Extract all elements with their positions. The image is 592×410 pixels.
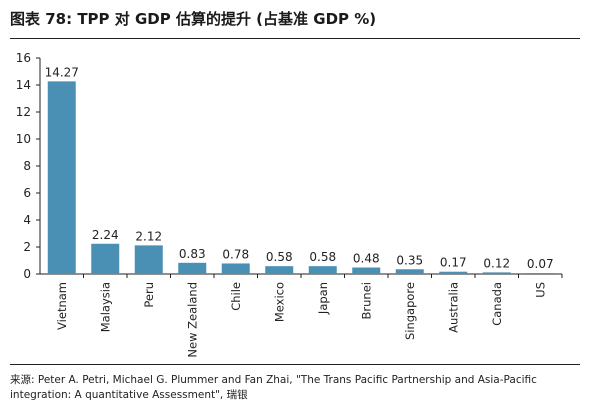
value-label: 2.24	[92, 228, 119, 242]
bar	[439, 271, 468, 274]
category-label: Australia	[446, 282, 460, 333]
value-label: 0.17	[440, 256, 467, 270]
bar	[265, 266, 294, 274]
bar	[47, 81, 76, 274]
y-tick-label: 6	[23, 186, 31, 200]
title-rule	[10, 38, 580, 39]
value-label: 0.58	[309, 250, 336, 264]
category-label: Peru	[142, 282, 156, 308]
y-tick-label: 8	[23, 159, 31, 173]
y-tick-label: 4	[23, 213, 31, 227]
bar	[221, 263, 250, 274]
value-label: 14.27	[45, 65, 79, 79]
category-label: Canada	[490, 282, 504, 326]
y-tick-label: 14	[16, 78, 31, 92]
bar	[91, 243, 120, 274]
source-note: 来源: Peter A. Petri, Michael G. Plummer a…	[10, 374, 537, 401]
bar	[134, 245, 163, 274]
category-label: New Zealand	[185, 282, 199, 358]
bar	[352, 267, 381, 274]
y-tick-label: 12	[16, 105, 31, 119]
category-label: Japan	[316, 282, 330, 315]
y-tick-label: 16	[16, 51, 31, 65]
category-label: Singapore	[403, 282, 417, 340]
chart-title: 图表 78: TPP 对 GDP 估算的提升 (占基准 GDP %)	[10, 10, 377, 28]
value-label: 0.12	[483, 256, 510, 270]
source-rule	[10, 364, 580, 365]
value-label: 2.12	[135, 229, 162, 243]
y-tick-label: 0	[23, 267, 31, 281]
value-label: 0.83	[179, 247, 206, 261]
y-tick-label: 10	[16, 132, 31, 146]
category-label: Vietnam	[55, 282, 69, 330]
value-label: 0.78	[222, 247, 249, 261]
bar	[308, 266, 337, 274]
category-label: Mexico	[272, 282, 286, 322]
value-label: 0.07	[527, 257, 554, 271]
category-label: Chile	[229, 282, 243, 311]
category-label: Brunei	[359, 282, 373, 319]
value-label: 0.48	[353, 252, 380, 266]
category-label: Malaysia	[98, 282, 112, 332]
value-label: 0.58	[266, 250, 293, 264]
value-label: 0.35	[396, 253, 423, 267]
bar	[482, 272, 511, 274]
bar	[526, 273, 555, 274]
bar	[178, 262, 207, 274]
y-tick-label: 2	[23, 240, 31, 254]
category-label: US	[533, 282, 547, 298]
bar	[395, 269, 424, 274]
